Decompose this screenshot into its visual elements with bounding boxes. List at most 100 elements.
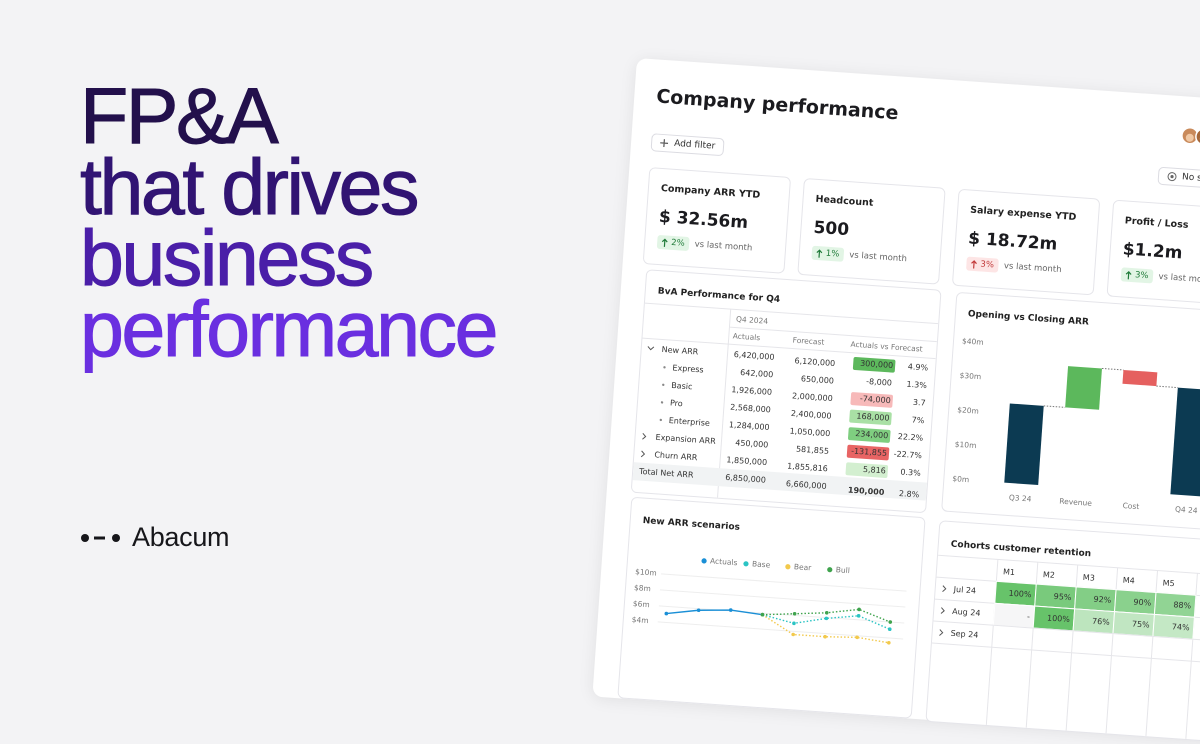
grid-line bbox=[658, 605, 905, 624]
pct: 1.3% bbox=[906, 380, 927, 390]
bar bbox=[1004, 403, 1044, 486]
chart-card: New ARR scenarios $4m $6m $8m $10m Actuals Bas… bbox=[617, 496, 926, 719]
actuals: 1,284,000 bbox=[729, 420, 770, 432]
grid-line bbox=[657, 621, 904, 640]
diff: 300,000 bbox=[860, 359, 894, 370]
headline-line: performance bbox=[80, 284, 500, 373]
pct: 22.2% bbox=[897, 432, 923, 443]
cohort-value: 88% bbox=[1173, 600, 1192, 610]
trend-arrow-shape bbox=[661, 238, 668, 247]
point bbox=[887, 640, 891, 645]
chevron-closed bbox=[939, 629, 944, 636]
pct: 3.7 bbox=[913, 398, 926, 408]
trend-arrow-shape bbox=[1125, 270, 1132, 279]
point bbox=[792, 611, 797, 616]
actuals: 6,850,000 bbox=[725, 473, 766, 485]
kpi-label: Headcount bbox=[815, 193, 874, 209]
kpi-change-chip: 1% bbox=[811, 245, 844, 262]
forecast: 6,120,000 bbox=[794, 356, 835, 368]
toggle-label: No s bbox=[1181, 172, 1200, 184]
forecast: 1,050,000 bbox=[789, 426, 830, 438]
trend-arrow bbox=[1125, 270, 1132, 279]
chevron-closed bbox=[940, 607, 945, 614]
point bbox=[824, 616, 829, 621]
point bbox=[888, 620, 893, 624]
forecast: 6,660,000 bbox=[786, 479, 827, 491]
chevron-closed bbox=[942, 585, 947, 592]
cohort-title: Cohorts customer retention bbox=[950, 540, 1091, 560]
legend-label: Bull bbox=[835, 565, 850, 575]
pct: -22.7% bbox=[893, 449, 922, 460]
bullet bbox=[660, 401, 664, 404]
divider bbox=[931, 642, 1200, 666]
series-line bbox=[762, 614, 891, 630]
x-tick-label: Q4 24 bbox=[1175, 505, 1198, 516]
cohort-column: M4 bbox=[1122, 576, 1135, 586]
cohort-column: M5 bbox=[1162, 578, 1175, 588]
column-header: Actuals bbox=[733, 331, 761, 342]
diff: -74,000 bbox=[860, 394, 891, 405]
chart-title: New ARR scenarios bbox=[642, 516, 740, 533]
point bbox=[887, 627, 892, 632]
divider bbox=[644, 302, 939, 325]
y-tick-label: $20m bbox=[957, 405, 979, 415]
kpi-change: 3% bbox=[980, 259, 995, 271]
series-line bbox=[666, 609, 763, 616]
line-chart: New ARR scenarios $4m $6m $8m $10m Actuals Bas… bbox=[632, 516, 907, 645]
kpi-value: $1.2m bbox=[1122, 239, 1184, 264]
kpi-value: $ 18.72m bbox=[967, 228, 1058, 255]
forecast: 1,855,816 bbox=[787, 462, 828, 474]
add-filter-button[interactable]: Add filter bbox=[650, 133, 725, 157]
legend-marker bbox=[827, 567, 833, 573]
kpi-label: Profit / Loss bbox=[1124, 215, 1189, 231]
cohort-value: 95% bbox=[1053, 592, 1072, 602]
legend-marker bbox=[743, 561, 749, 567]
row-label: Churn ARR bbox=[654, 450, 698, 462]
kpi-note: vs last month bbox=[694, 239, 753, 254]
point bbox=[823, 634, 827, 639]
kpi-change: 1% bbox=[825, 248, 840, 260]
cohort-value: 75% bbox=[1132, 619, 1151, 629]
diff-highlight bbox=[845, 462, 889, 478]
x-tick-label: Q3 24 bbox=[1009, 493, 1032, 504]
cohort-value: 74% bbox=[1172, 622, 1191, 632]
cohort-column: M3 bbox=[1083, 573, 1096, 583]
chart-title: Opening vs Closing ARR bbox=[968, 309, 1090, 327]
cohort-value: 100% bbox=[1047, 613, 1071, 624]
diff: -8,000 bbox=[866, 377, 892, 388]
view-toggle[interactable]: No s bbox=[1157, 166, 1200, 189]
plus-icon bbox=[660, 139, 669, 148]
forecast: 2,000,000 bbox=[792, 391, 833, 403]
actuals: 642,000 bbox=[740, 368, 774, 379]
chart-card: Opening vs Closing ARR $0m $10m $20m $30m $40… bbox=[941, 291, 1200, 532]
divider bbox=[717, 309, 732, 498]
cohort-column: M1 bbox=[1003, 567, 1016, 577]
column-header: Actuals vs Forecast bbox=[850, 340, 923, 354]
cohort-value: 76% bbox=[1092, 617, 1111, 627]
point bbox=[856, 614, 861, 618]
y-tick-label: $10m bbox=[955, 440, 977, 450]
kpi-label: Salary expense YTD bbox=[969, 204, 1077, 224]
y-tick-label: $10m bbox=[635, 567, 657, 577]
headline: FP&A that drives business performance bbox=[80, 71, 500, 373]
kpi-value: 500 bbox=[812, 217, 850, 241]
connector bbox=[1156, 385, 1178, 389]
diff-highlight bbox=[850, 392, 893, 408]
cohort-value: 90% bbox=[1133, 597, 1152, 607]
cohort-value: 100% bbox=[1008, 589, 1032, 600]
cohort-card: Cohorts customer retentionM1M2M3M4M5M6Ju… bbox=[925, 520, 1200, 744]
bva-period: Q4 2024 bbox=[736, 315, 769, 326]
point bbox=[857, 607, 861, 612]
actuals: 6,420,000 bbox=[734, 350, 775, 362]
kpi-change-chip: 3% bbox=[1120, 267, 1154, 284]
trend-arrow bbox=[816, 248, 823, 258]
point bbox=[824, 610, 829, 615]
legend-label: Bear bbox=[794, 562, 813, 572]
point bbox=[760, 612, 765, 617]
point bbox=[791, 632, 795, 637]
legend-marker bbox=[785, 564, 791, 570]
headline-line: FP&A bbox=[80, 71, 280, 160]
pct: 2.8% bbox=[899, 489, 920, 499]
legend-label: Actuals bbox=[710, 556, 738, 567]
kpi-change-row: 1% vs last month bbox=[811, 245, 907, 267]
